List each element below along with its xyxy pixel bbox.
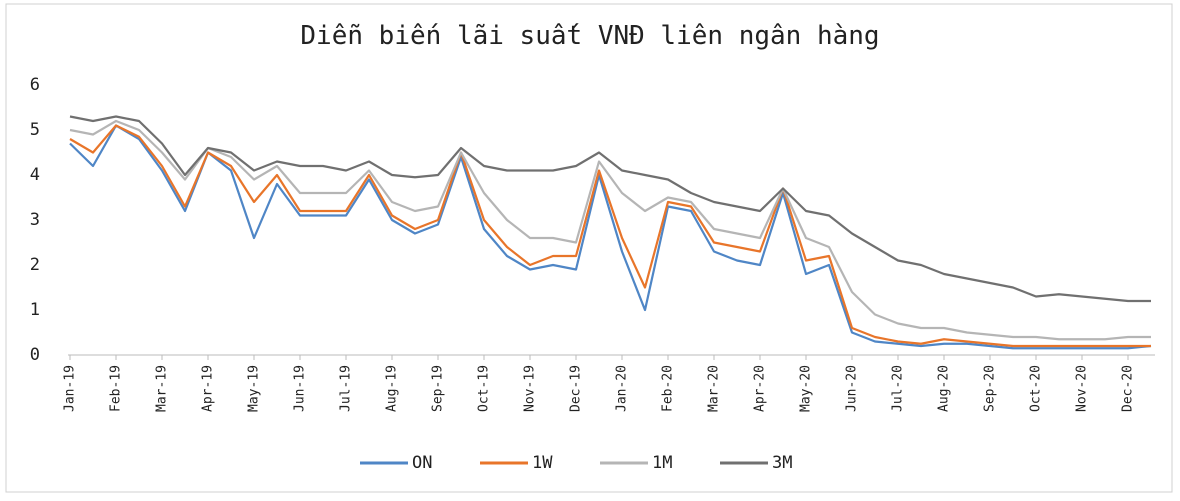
x-tick-label: Sep-19 [431,365,446,412]
x-tick-label: May-20 [799,365,814,412]
x-tick-label: Jul-20 [891,365,906,412]
x-tick-label: Jan-19 [63,365,78,412]
x-tick-label: Aug-20 [937,365,952,412]
x-tick-label: Feb-19 [109,365,124,412]
y-tick-label: 2 [30,255,40,275]
y-tick-label: 6 [30,75,40,95]
x-tick-label: Jan-20 [615,365,630,412]
x-tick-label: Jun-20 [845,365,860,412]
line-series [69,124,1151,348]
line-series [69,115,1151,303]
x-tick-label: Dec-19 [569,365,584,412]
x-tick-label: May-19 [247,365,262,412]
x-tick-label: Nov-19 [523,365,538,412]
x-tick-label: Jun-19 [293,365,308,412]
legend-label: 1W [532,453,553,473]
y-tick-label: 3 [30,210,40,230]
x-tick-label: Dec-20 [1121,365,1136,412]
chart-frame [5,3,1173,493]
x-tick-label: Nov-20 [1075,365,1090,412]
x-tick-label: Aug-19 [385,365,400,412]
chart-title: Diễn biến lãi suất VNĐ liên ngân hàng [300,21,879,51]
y-tick-label: 5 [30,120,40,140]
legend-label: 3M [772,453,792,473]
x-tick-label: Jul-19 [339,365,354,412]
x-tick-label: Sep-20 [983,365,998,412]
x-tick-label: Oct-20 [1029,365,1044,412]
y-tick-label: 4 [30,165,40,185]
legend-label: 1M [652,453,672,473]
line-series [69,119,1151,341]
line-series [69,124,1152,350]
x-tick-label: Mar-20 [707,365,722,412]
x-tick-label: Apr-20 [753,365,768,412]
legend-label: ON [412,453,432,473]
x-tick-label: Mar-19 [155,365,170,412]
x-tick-label: Apr-19 [201,365,216,412]
y-tick-label: 1 [30,300,40,320]
y-tick-label: 0 [30,345,40,365]
x-tick-label: Feb-20 [661,365,676,412]
x-tick-label: Oct-19 [477,365,492,412]
